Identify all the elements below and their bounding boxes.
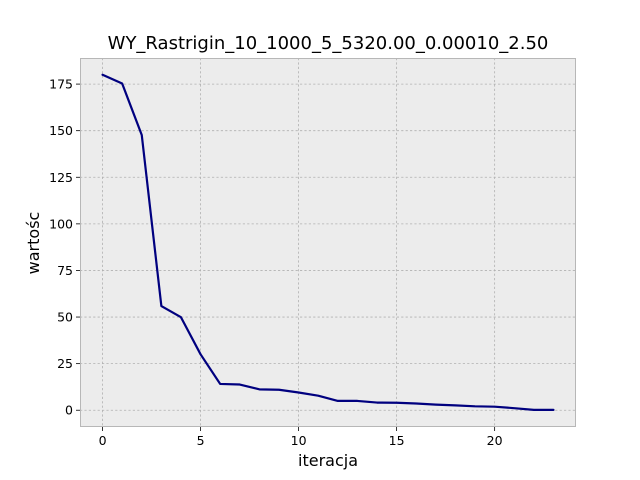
series-line [101, 73, 555, 411]
y-tick-label: 175 [49, 77, 73, 92]
y-tick-label: 150 [49, 123, 73, 138]
y-tick-label: 50 [57, 310, 73, 325]
x-tick-label: 15 [389, 433, 405, 448]
chart-title: WY_Rastrigin_10_1000_5_5320.00_0.00010_2… [108, 33, 549, 54]
y-tick-label: 0 [65, 403, 73, 418]
plot-area [80, 58, 576, 427]
y-tick-label: 25 [57, 356, 73, 371]
y-tick-label: 125 [49, 170, 73, 185]
y-axis-label: wartośc [24, 212, 43, 275]
axis-ticks: 0 5 10 15 20 0 25 50 75 100 125 150 175 [49, 77, 502, 448]
grid-lines [80, 58, 576, 427]
y-tick-label: 100 [49, 216, 73, 231]
x-tick-label: 5 [197, 433, 205, 448]
y-tick-label: 75 [57, 263, 73, 278]
x-tick-label: 0 [99, 433, 107, 448]
x-tick-label: 20 [487, 433, 503, 448]
plot-frame [80, 58, 576, 427]
series-layer [101, 73, 555, 411]
x-axis-label: iteracja [298, 451, 358, 470]
x-tick-label: 10 [291, 433, 307, 448]
